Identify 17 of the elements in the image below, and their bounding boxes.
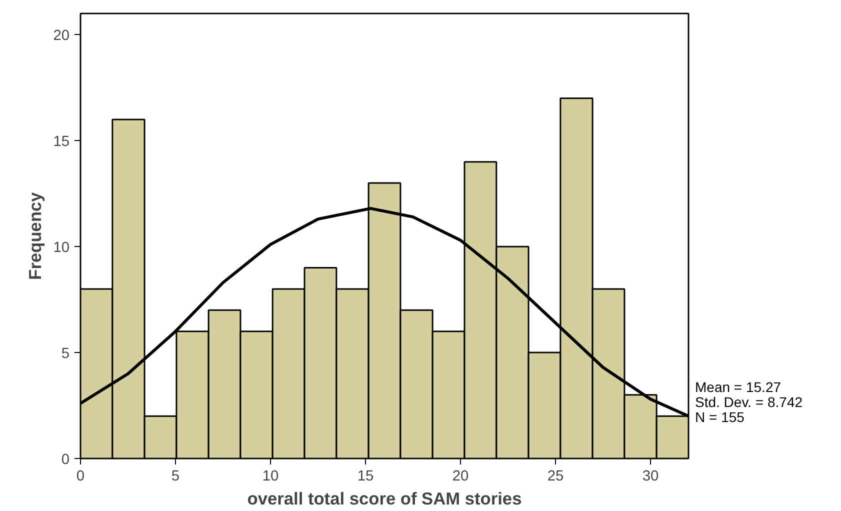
x-tick-label: 30 <box>642 468 659 484</box>
x-tick-label: 10 <box>262 468 279 484</box>
x-tick-label: 15 <box>357 468 374 484</box>
text: N = 155 <box>695 409 744 425</box>
x-tick-label: 20 <box>452 468 469 484</box>
y-tick-label: 5 <box>61 346 70 362</box>
x-tick-label: 0 <box>76 468 85 484</box>
y-tick-label: 10 <box>53 240 70 256</box>
x-tick-label: 25 <box>547 468 564 484</box>
y-tick-label: 0 <box>61 452 70 468</box>
y-tick-label: 15 <box>53 134 70 150</box>
y-axis-title: Frequency <box>25 192 46 280</box>
text: Std. Dev. = 8.742 <box>695 394 803 410</box>
x-tick-label: 5 <box>171 468 180 484</box>
x-axis-title: overall total score of SAM stories <box>247 488 522 508</box>
y-tick-label: 20 <box>53 28 70 44</box>
text: Mean = 15.27 <box>695 379 782 395</box>
